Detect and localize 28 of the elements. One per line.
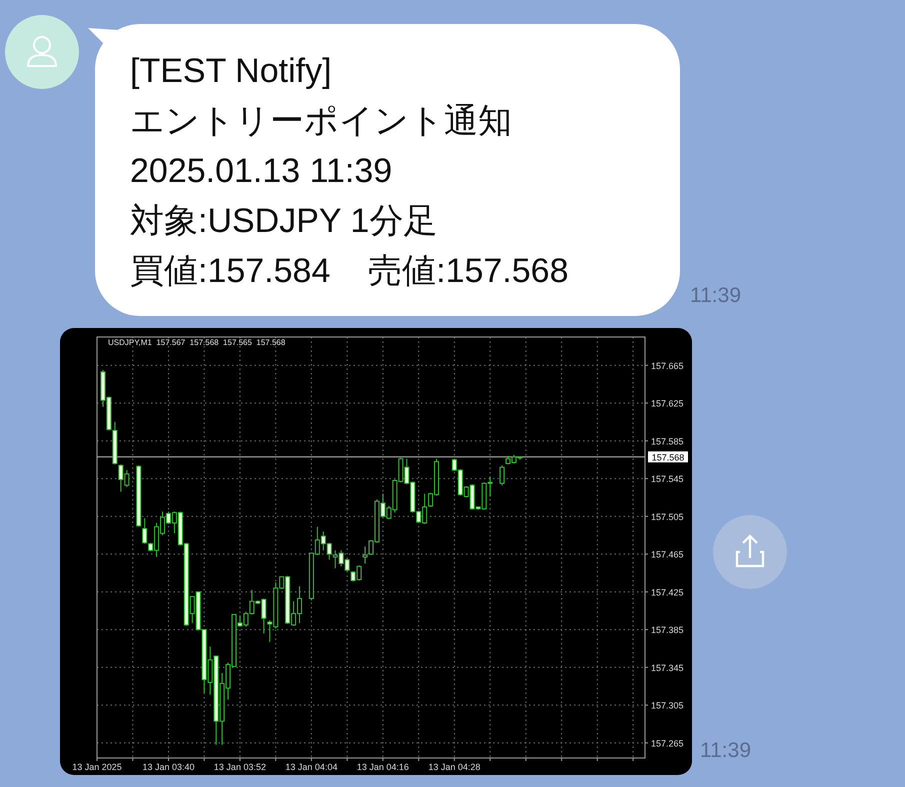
x-tick-label: 13 Jan 04:04	[285, 762, 338, 772]
x-tick-label: 13 Jan 04:28	[428, 762, 480, 772]
text: 2025.01.13 11:39	[130, 152, 392, 190]
y-tick-label: 157.305	[651, 700, 684, 711]
y-tick-label: 157.385	[651, 625, 684, 636]
y-tick-label: 157.425	[651, 587, 684, 598]
y-tick-label: 157.265	[651, 738, 684, 748]
x-tick-label: 13 Jan 03:40	[142, 762, 194, 772]
text: 11:39	[690, 284, 741, 307]
y-tick-label: 157.545	[651, 474, 684, 484]
chart-title: [TEST Notify]	[130, 52, 332, 90]
annotation: USDJPY,M1 157.567 157.568 157.565 157.568	[108, 338, 286, 347]
ref-line-label: 157.568	[652, 452, 684, 462]
x-tick-label: 13 Jan 04:16	[356, 762, 409, 772]
y-tick-label: 157.345	[651, 662, 684, 673]
y-tick-label: 157.505	[651, 512, 684, 522]
y-tick-label: 157.625	[651, 398, 684, 409]
text: 買値:157.584 売値:157.568	[130, 252, 568, 290]
x-tick-label: 13 Jan 2025	[72, 762, 122, 772]
x-tick-label: 13 Jan 03:52	[214, 762, 266, 772]
y-tick-label: 157.465	[651, 550, 684, 560]
chart-subtitle: エントリーポイント通知	[130, 102, 512, 140]
y-tick-label: 157.585	[651, 436, 684, 446]
text: 対象:USDJPY 1分足	[130, 202, 438, 240]
text: 11:39	[700, 739, 751, 762]
candlestick	[500, 464, 505, 486]
y-tick-label: 157.665	[651, 360, 684, 371]
candlestick	[362, 546, 368, 564]
